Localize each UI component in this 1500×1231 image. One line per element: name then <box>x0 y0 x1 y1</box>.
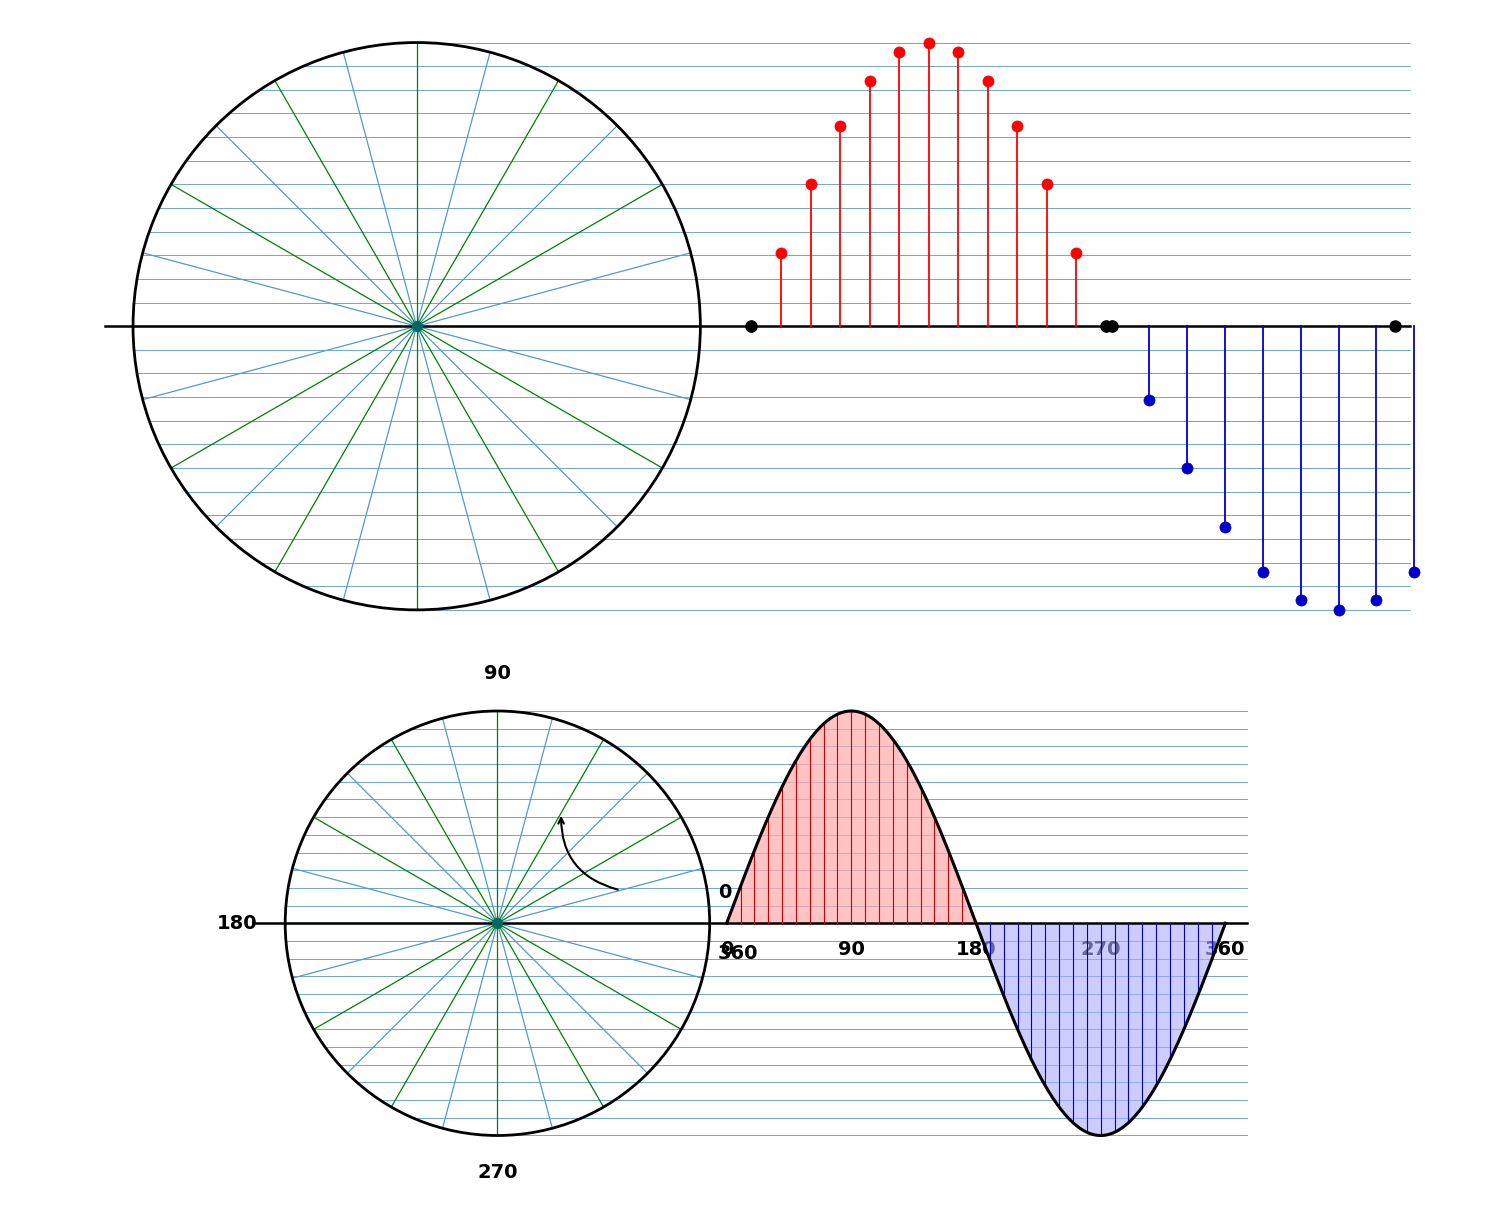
Text: 0: 0 <box>720 940 734 959</box>
Text: 90: 90 <box>484 665 512 683</box>
Text: 360: 360 <box>1204 940 1245 959</box>
Text: 180: 180 <box>217 913 258 933</box>
Text: 270: 270 <box>477 1163 518 1182</box>
Text: 90: 90 <box>839 940 866 959</box>
Text: 0: 0 <box>718 883 732 902</box>
Text: 270: 270 <box>1080 940 1120 959</box>
Text: 180: 180 <box>956 940 996 959</box>
Text: 360: 360 <box>718 944 759 964</box>
